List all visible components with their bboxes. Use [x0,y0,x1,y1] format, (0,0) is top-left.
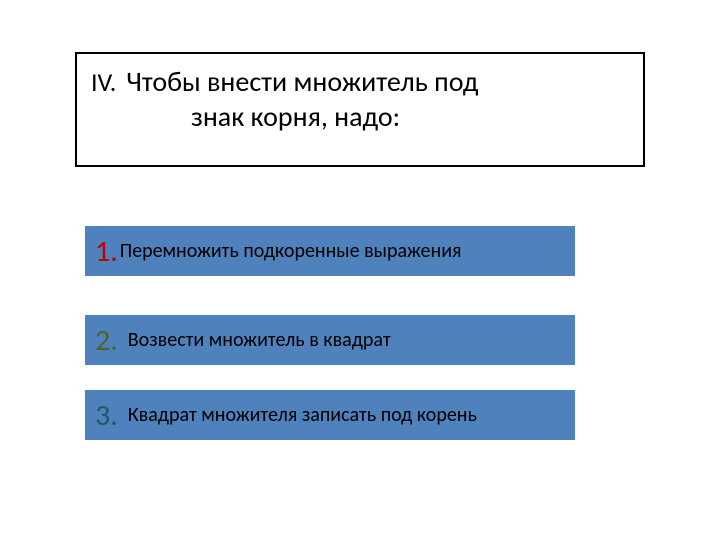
answer-text-1: Перемножить подкоренные выражения [120,239,462,263]
answer-text-2: Возвести множитель в квадрат [128,328,391,352]
question-line-1: IV. Чтобы внести множитель под [91,64,629,99]
answer-number-3: 3. [95,397,118,434]
question-text-line-1: Чтобы внести множитель под [126,64,478,99]
question-roman-numeral: IV. [91,66,116,98]
answer-text-3: Квадрат множителя записать под корень [128,403,477,427]
question-box: IV. Чтобы внести множитель под знак корн… [75,52,645,167]
answer-option-3[interactable]: 3. Квадрат множителя записать под корень [85,390,575,440]
answer-option-1[interactable]: 1. Перемножить подкоренные выражения [85,226,575,276]
question-text-line-2: знак корня, надо: [91,99,629,134]
answer-number-2: 2. [95,322,118,359]
answer-number-1: 1. [95,233,118,270]
answer-option-2[interactable]: 2. Возвести множитель в квадрат [85,315,575,365]
